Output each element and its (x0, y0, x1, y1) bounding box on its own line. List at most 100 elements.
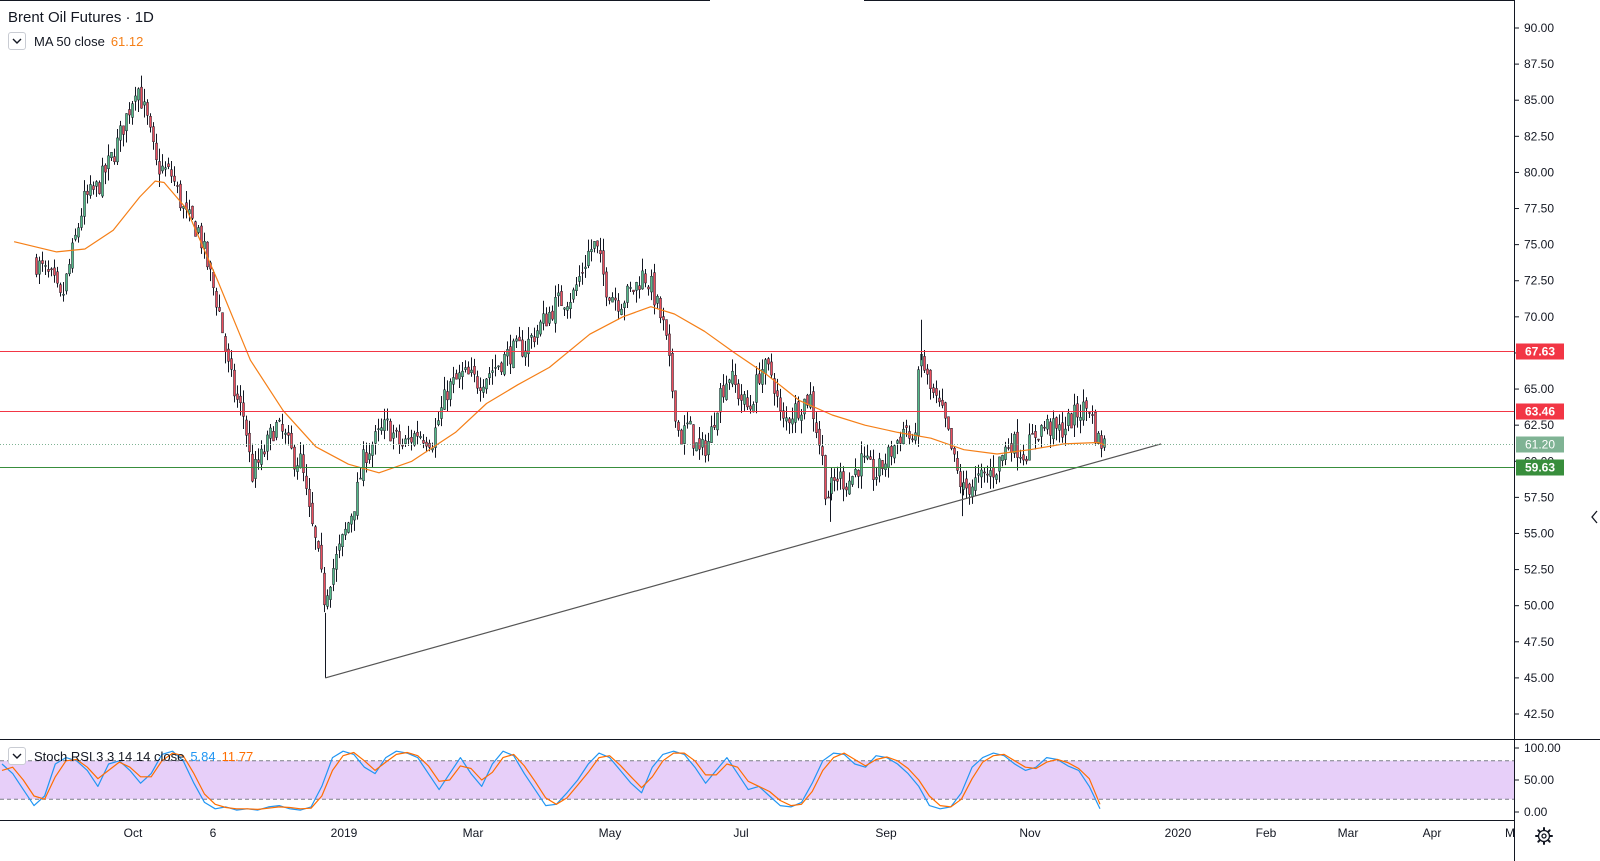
candle-body (89, 184, 92, 196)
candle-body (653, 272, 656, 306)
stoch-y-tick-label: 50.00 (1524, 773, 1554, 787)
level-price-label: 63.46 (1525, 405, 1555, 419)
candle-body (437, 420, 440, 425)
candle-body (833, 477, 836, 481)
x-tick-label: Oct (124, 826, 143, 840)
candle-body (887, 446, 890, 468)
candle-body (338, 543, 341, 551)
candle-body (242, 402, 245, 417)
candle-body (113, 156, 116, 163)
y-tick-label: 45.00 (1524, 671, 1554, 685)
x-tick-label: 2020 (1165, 826, 1192, 840)
candle-body (236, 393, 239, 400)
candle-body (1040, 425, 1043, 437)
candle-body (479, 387, 482, 391)
candle-body (731, 370, 734, 385)
candle-body (56, 271, 59, 284)
x-tick-label: Mar (463, 826, 484, 840)
candle-body (200, 225, 203, 249)
candle-body (629, 287, 632, 289)
x-tick-label: M (1505, 826, 1515, 840)
candle-body (74, 234, 77, 240)
candle-body (377, 428, 380, 430)
candle-body (695, 442, 698, 452)
candle-body (1061, 422, 1064, 438)
candle-body (782, 410, 785, 419)
candle-body (329, 586, 332, 600)
candle-body (1067, 412, 1070, 426)
candle-body (1031, 433, 1034, 435)
price-scale-drag-handle[interactable] (1588, 505, 1600, 529)
candle-body (707, 441, 710, 456)
candle-body (881, 460, 884, 469)
candle-body (449, 381, 452, 400)
settings-gear-icon[interactable] (1532, 824, 1556, 848)
candle-body (467, 366, 470, 375)
candle-body (515, 338, 518, 342)
candle-body (323, 572, 326, 606)
candle-body (665, 319, 668, 336)
candle-body (1001, 455, 1004, 461)
candle-body (392, 432, 395, 439)
candle-body (458, 372, 461, 380)
candle-body (245, 419, 248, 436)
candle-body (83, 191, 86, 217)
chevron-down-icon (12, 753, 22, 759)
candle-body (1007, 447, 1010, 449)
candle-body (101, 165, 104, 197)
candle-body (296, 465, 299, 472)
candle-body (527, 338, 530, 355)
y-tick-label: 72.50 (1524, 274, 1554, 288)
candle-body (116, 137, 119, 163)
candle-body (842, 471, 845, 490)
x-tick-label: Mar (1338, 826, 1359, 840)
candle-body (851, 476, 854, 485)
candle-body (221, 312, 224, 334)
candle-body (152, 126, 155, 142)
candle-body (281, 424, 284, 432)
candle-body (164, 167, 167, 170)
candle-body (389, 420, 392, 442)
candle-body (785, 417, 788, 422)
ma-legend-collapse-button[interactable] (8, 32, 26, 50)
candle-body (626, 285, 629, 303)
candle-body (779, 397, 782, 412)
y-tick-label: 42.50 (1524, 707, 1554, 721)
trendline[interactable] (325, 443, 1162, 679)
candle-body (182, 206, 185, 209)
candle-body (944, 402, 947, 419)
y-tick-label: 50.00 (1524, 599, 1554, 613)
candle-body (260, 448, 263, 465)
candle-body (77, 227, 80, 238)
candle-body (983, 471, 986, 474)
candle-body (890, 446, 893, 457)
candle-body (257, 459, 260, 463)
candle-body (788, 418, 791, 424)
candle-body (947, 416, 950, 430)
candle-body (464, 367, 467, 370)
candle-body (290, 433, 293, 449)
stoch-legend-collapse-button[interactable] (8, 747, 26, 765)
stoch-legend: Stoch RSI 3 3 14 14 close 5.84 11.77 (8, 747, 259, 765)
candle-body (470, 369, 473, 373)
candle-body (761, 369, 764, 385)
stoch-y-tick-label: 100.00 (1524, 741, 1561, 755)
candle-body (305, 475, 308, 489)
ma50-line (13, 180, 1106, 474)
candle-body (578, 276, 581, 282)
candle-body (713, 424, 716, 428)
candle-body (1097, 432, 1100, 444)
candle-body (440, 407, 443, 419)
candle-body (1052, 418, 1055, 440)
candle-body (452, 377, 455, 385)
y-tick-label: 85.00 (1524, 93, 1554, 107)
candle-body (35, 257, 38, 275)
candle-body (1055, 417, 1058, 429)
candle-body (1034, 431, 1037, 438)
candle-body (743, 394, 746, 405)
candle-body (587, 250, 590, 267)
candle-body (683, 425, 686, 444)
candle-body (356, 481, 359, 516)
candle-body (698, 438, 701, 450)
